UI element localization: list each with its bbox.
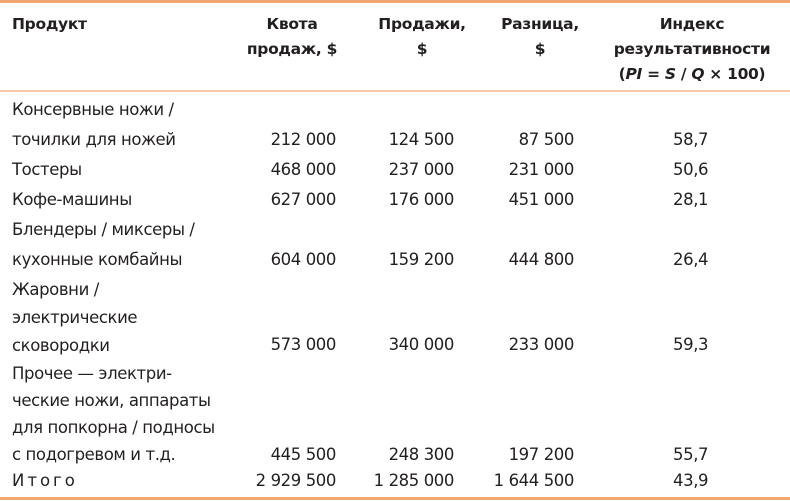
total-performance-index: 43,9 bbox=[673, 471, 709, 490]
table-top-rule bbox=[0, 0, 790, 3]
row-difference: 451 000 bbox=[508, 190, 575, 209]
product-line: с подогревом и т.д. bbox=[12, 445, 176, 464]
table-row: Консервные ножи / точилки для ножей 212 … bbox=[0, 95, 790, 155]
header-quota-line1: Квота bbox=[266, 15, 318, 33]
row-difference: 444 800 bbox=[508, 250, 575, 269]
row-quota: 212 000 bbox=[270, 130, 337, 149]
product-line: Жаровни / bbox=[12, 280, 99, 299]
row-sales: 176 000 bbox=[388, 190, 455, 209]
header-pi-formula: (PI = S / Q × 100) bbox=[602, 62, 782, 87]
header-quota-line2: продаж, $ bbox=[246, 40, 338, 58]
product-line: ческие ножи, аппараты bbox=[12, 391, 211, 410]
row-product: Тостеры bbox=[12, 155, 242, 185]
row-performance-index: 50,6 bbox=[673, 160, 709, 179]
product-line: Тостеры bbox=[12, 160, 82, 179]
formula-slash: / bbox=[675, 65, 692, 83]
row-sales: 124 500 bbox=[388, 130, 455, 149]
formula-s: S bbox=[664, 65, 676, 83]
table-row: Тостеры 468 000 237 000 231 000 50,6 bbox=[0, 155, 790, 185]
product-line: Блендеры / миксеры / bbox=[12, 220, 195, 239]
row-difference: 197 200 bbox=[508, 445, 575, 464]
header-rule bbox=[0, 90, 790, 92]
header-difference-line2: $ bbox=[534, 40, 546, 58]
header-difference-line1: Разница, bbox=[501, 15, 579, 33]
row-performance-index: 26,4 bbox=[673, 250, 709, 269]
row-performance-index: 59,3 bbox=[673, 335, 709, 354]
row-performance-index: 58,7 bbox=[673, 130, 709, 149]
row-product: Прочее — электри- ческие ножи, аппараты … bbox=[12, 360, 242, 468]
product-line: точилки для ножей bbox=[12, 130, 176, 149]
header-quota: Квота продаж, $ bbox=[238, 12, 346, 62]
product-line: для попкорна / подносы bbox=[12, 418, 215, 437]
formula-rest: × 100) bbox=[704, 65, 766, 83]
row-performance-index: 55,7 bbox=[673, 445, 709, 464]
formula-q: Q bbox=[691, 65, 705, 83]
product-line: сковородки bbox=[12, 336, 110, 355]
header-difference: Разница, $ bbox=[484, 12, 596, 62]
header-sales-line1: Продажи, bbox=[378, 15, 466, 33]
header-pi-line1: Индекс bbox=[659, 15, 725, 33]
row-quota: 604 000 bbox=[270, 250, 337, 269]
table-bottom-rule bbox=[0, 497, 790, 500]
formula-equals: = bbox=[641, 65, 665, 83]
row-quota: 445 500 bbox=[270, 445, 337, 464]
total-difference: 1 644 500 bbox=[493, 471, 575, 490]
table-total-row: Итого 2 929 500 1 285 000 1 644 500 43,9 bbox=[0, 466, 790, 496]
header-pi-line2: результативности bbox=[613, 40, 771, 58]
row-sales: 159 200 bbox=[388, 250, 455, 269]
row-difference: 233 000 bbox=[508, 335, 575, 354]
row-quota: 627 000 bbox=[270, 190, 337, 209]
table-row: Прочее — электри- ческие ножи, аппараты … bbox=[0, 360, 790, 468]
table-row: Блендеры / миксеры / кухонные комбайны 6… bbox=[0, 215, 790, 275]
header-sales: Продажи, $ bbox=[366, 12, 478, 62]
product-line: кухонные комбайны bbox=[12, 250, 183, 269]
row-product: Кофе-машины bbox=[12, 185, 242, 215]
row-difference: 231 000 bbox=[508, 160, 575, 179]
row-quota: 573 000 bbox=[270, 335, 337, 354]
row-product: Блендеры / миксеры / кухонные комбайны bbox=[12, 215, 242, 275]
header-sales-line2: $ bbox=[416, 40, 428, 58]
table-row: Жаровни / электрические сковородки 573 0… bbox=[0, 275, 790, 360]
header-performance-index: Индекс результативности (PI = S / Q × 10… bbox=[602, 12, 782, 87]
total-label: Итого bbox=[12, 471, 78, 490]
row-product: Жаровни / электрические сковородки bbox=[12, 276, 242, 360]
total-sales: 1 285 000 bbox=[373, 471, 455, 490]
formula-open-paren: ( bbox=[618, 65, 626, 83]
row-quota: 468 000 bbox=[270, 160, 337, 179]
row-performance-index: 28,1 bbox=[673, 190, 709, 209]
row-sales: 248 300 bbox=[388, 445, 455, 464]
header-product-label: Продукт bbox=[12, 15, 87, 33]
formula-pi: PI bbox=[625, 65, 642, 83]
table-row: Кофе-машины 627 000 176 000 451 000 28,1 bbox=[0, 185, 790, 215]
product-line: Кофе-машины bbox=[12, 190, 132, 209]
product-line: электрические bbox=[12, 308, 138, 327]
product-line: Прочее — электри- bbox=[12, 364, 172, 383]
row-sales: 340 000 bbox=[388, 335, 455, 354]
row-difference: 87 500 bbox=[518, 130, 575, 149]
total-quota: 2 929 500 bbox=[255, 471, 337, 490]
product-line: Консервные ножи / bbox=[12, 100, 174, 119]
header-product: Продукт bbox=[12, 12, 87, 37]
row-sales: 237 000 bbox=[388, 160, 455, 179]
row-product: Консервные ножи / точилки для ножей bbox=[12, 95, 242, 155]
